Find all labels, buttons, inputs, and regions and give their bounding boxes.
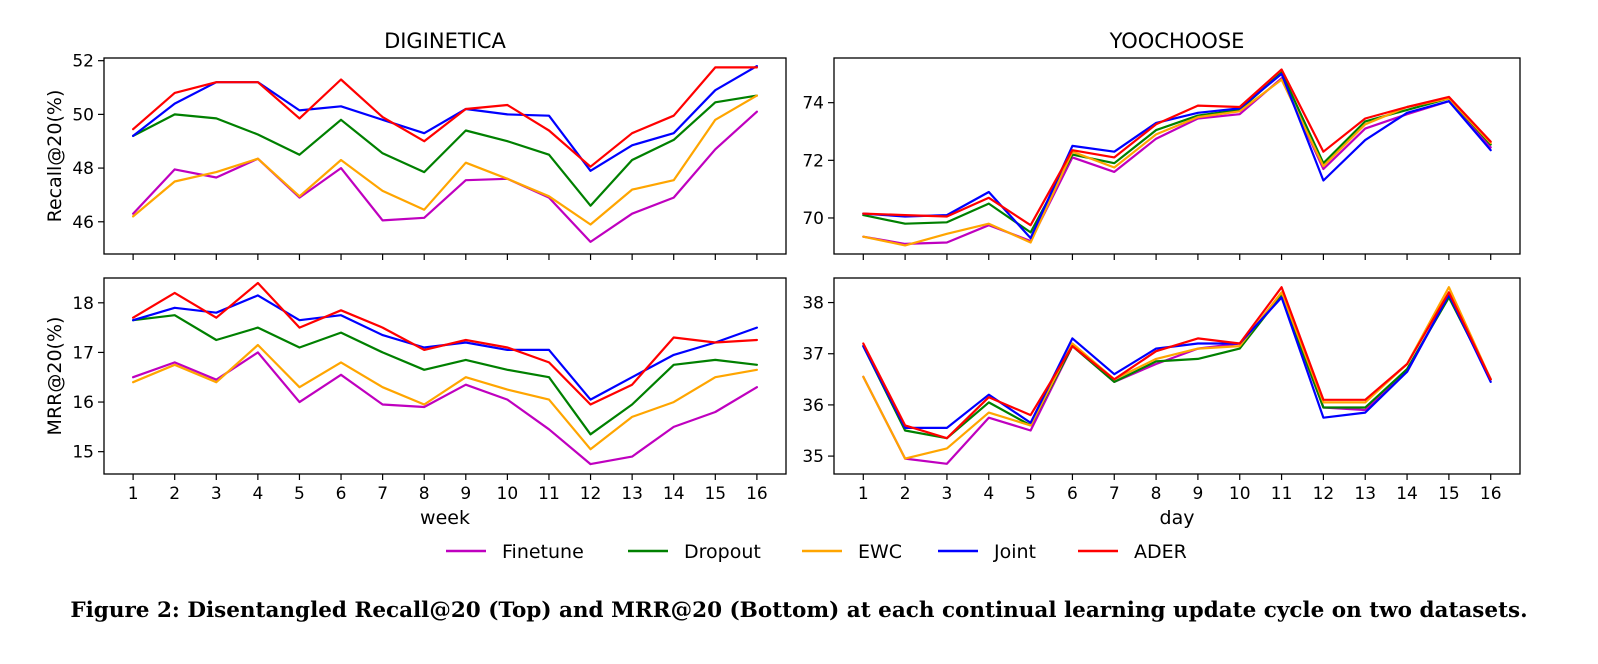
x-tick-label: 8 — [419, 484, 430, 504]
x-tick-label: 7 — [377, 484, 388, 504]
figure-caption: Figure 2: Disentangled Recall@20 (Top) a… — [70, 598, 1528, 623]
panel-title: YOOCHOOSE — [1109, 29, 1245, 53]
y-tick-label: 50 — [72, 105, 94, 125]
series-line-finetune — [132, 110, 759, 243]
series-line-joint — [132, 294, 759, 401]
y-tick-label: 18 — [72, 294, 94, 314]
series-line-dropout — [132, 314, 759, 436]
x-tick-label: 1 — [128, 484, 139, 504]
x-tick-label: 6 — [1067, 484, 1078, 504]
x-tick-label: 12 — [1313, 484, 1335, 504]
x-tick-label: 14 — [1396, 484, 1418, 504]
legend-label: Finetune — [502, 541, 584, 563]
y-tick-label: 17 — [72, 343, 94, 363]
panel-diginetica-recall: 46 48 50 52 DIGINETICA Recall@20(%) — [44, 29, 787, 260]
series-line-ader — [132, 281, 759, 406]
x-tick-label: 15 — [1438, 484, 1460, 504]
y-tick-label: 16 — [72, 393, 94, 413]
series-line-joint — [862, 293, 1492, 429]
legend-item-ewc: EWC — [802, 541, 902, 563]
x-tick-label: 8 — [1151, 484, 1162, 504]
series-line-ader — [862, 286, 1492, 440]
y-axis-label: MRR@20(%) — [44, 317, 66, 436]
x-tick-label: 12 — [580, 484, 602, 504]
x-tick-label: 5 — [294, 484, 305, 504]
panel-title: DIGINETICA — [384, 29, 506, 53]
legend-item-finetune: Finetune — [446, 541, 584, 563]
x-tick-label: 10 — [1229, 484, 1251, 504]
x-tick-label: 4 — [983, 484, 994, 504]
y-tick-label: 36 — [802, 396, 824, 416]
y-tick-label: 48 — [72, 159, 94, 179]
series-line-dropout — [132, 94, 759, 207]
y-tick-label: 72 — [802, 151, 824, 171]
x-tick-label: 11 — [1271, 484, 1293, 504]
legend: Finetune Dropout EWC Joint ADER — [446, 541, 1187, 563]
series-line-joint — [862, 72, 1492, 240]
x-tick-label: 3 — [942, 484, 953, 504]
series-line-finetune — [862, 77, 1492, 245]
x-tick-label: 2 — [900, 484, 911, 504]
plot-frame — [833, 57, 1521, 255]
x-tick-label: 13 — [1354, 484, 1376, 504]
legend-item-ader: ADER — [1078, 541, 1187, 563]
x-tick-label: 7 — [1109, 484, 1120, 504]
legend-label: ADER — [1134, 541, 1187, 563]
legend-label: EWC — [858, 541, 902, 563]
x-tick-label: 2 — [169, 484, 180, 504]
x-tick-label: 6 — [336, 484, 347, 504]
x-tick-label: 3 — [211, 484, 222, 504]
x-tick-label: 15 — [704, 484, 726, 504]
y-tick-label: 15 — [72, 443, 94, 463]
series-line-ader — [862, 68, 1492, 227]
legend-label: Dropout — [684, 541, 761, 563]
series-line-finetune — [132, 351, 759, 466]
x-axis-label: week — [420, 507, 470, 529]
y-tick-label: 70 — [802, 209, 824, 229]
x-tick-label: 4 — [252, 484, 263, 504]
series-line-ewc — [132, 94, 759, 226]
panel-yoochoose-recall: 70 72 74 YOOCHOOSE — [802, 29, 1521, 260]
x-axis-label: day — [1160, 507, 1195, 529]
legend-item-dropout: Dropout — [628, 541, 761, 563]
y-tick-label: 35 — [802, 447, 824, 467]
x-tick-label: 11 — [538, 484, 560, 504]
x-tick-label: 16 — [1480, 484, 1502, 504]
x-tick-label: 14 — [663, 484, 685, 504]
legend-label: Joint — [993, 541, 1036, 563]
x-tick-label: 5 — [1025, 484, 1036, 504]
y-tick-label: 37 — [802, 345, 824, 365]
plot-frame — [103, 57, 787, 255]
y-axis-label: Recall@20(%) — [44, 90, 66, 223]
y-tick-label: 38 — [802, 294, 824, 314]
y-tick-label: 52 — [72, 52, 94, 72]
x-tick-label: 10 — [497, 484, 519, 504]
x-tick-label: 1 — [858, 484, 869, 504]
series-line-ewc — [862, 78, 1492, 247]
x-tick-label: 9 — [460, 484, 471, 504]
series-line-ader — [132, 66, 759, 168]
x-tick-label: 16 — [746, 484, 768, 504]
x-tick-label: 13 — [621, 484, 643, 504]
series-line-ewc — [132, 343, 759, 451]
plot-frame — [833, 277, 1521, 475]
legend-item-joint: Joint — [938, 541, 1036, 563]
series-line-dropout — [862, 293, 1492, 440]
plot-frame — [103, 277, 787, 475]
x-tick-label: 9 — [1193, 484, 1204, 504]
y-tick-label: 74 — [802, 94, 824, 114]
y-tick-label: 46 — [72, 213, 94, 233]
